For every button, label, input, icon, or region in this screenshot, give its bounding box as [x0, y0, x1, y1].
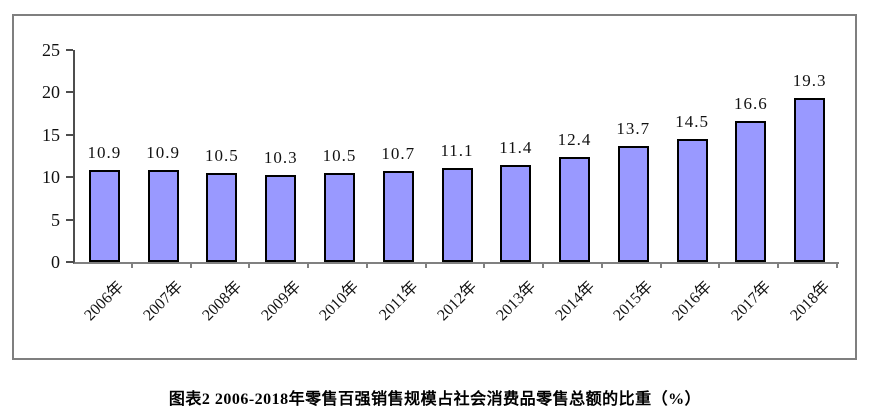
bar-value-label: 10.7 [381, 144, 416, 164]
x-axis-tick-mark [836, 262, 838, 268]
bar-value-label: 10.5 [205, 145, 239, 165]
x-axis-tick-mark [483, 262, 486, 268]
y-axis-tick-mark [66, 49, 73, 51]
y-axis-tick-label: 25 [42, 40, 60, 60]
bar-2010年 [323, 172, 355, 262]
x-axis-tick-mark [542, 262, 545, 268]
bar-2011年 [382, 171, 414, 262]
x-axis-tick-mark [189, 262, 192, 268]
y-axis-tick-mark [66, 91, 73, 94]
bar-value-label: 10.9 [87, 142, 122, 162]
bar-2015年 [617, 145, 649, 262]
x-axis-tick-mark [718, 262, 721, 268]
bar-value-label: 10.3 [263, 147, 298, 167]
bar-value-label: 14.5 [675, 112, 709, 132]
bar-2009年 [265, 174, 297, 262]
x-axis-tick-mark [248, 262, 251, 268]
bar-2016年 [676, 139, 708, 262]
bar-value-label: 11.4 [499, 138, 533, 158]
x-axis-tick-mark [307, 262, 310, 268]
y-axis-tick-label: 0 [51, 252, 60, 272]
y-axis-tick-label: 5 [51, 209, 60, 230]
x-axis-tick-mark [659, 262, 662, 268]
bar-value-label: 12.4 [557, 129, 592, 149]
y-axis-tick-mark [66, 261, 73, 263]
y-axis-tick-mark [66, 133, 73, 136]
bar-value-label: 19.3 [792, 71, 827, 91]
y-axis-tick-label: 10 [42, 167, 60, 188]
bar-2018年 [794, 98, 826, 262]
bar-value-label: 13.7 [616, 118, 651, 138]
y-axis-tick-mark [66, 218, 73, 221]
y-axis-tick-label: 15 [42, 124, 60, 145]
x-axis-tick-mark [600, 262, 603, 268]
x-axis-tick-mark [130, 262, 133, 268]
x-axis-tick-mark [777, 262, 780, 268]
y-axis-tick-label: 20 [42, 82, 60, 103]
chart-caption: 图表2 2006-2018年零售百强销售规模占社会消费品零售总额的比重（%） [168, 391, 702, 408]
bar-value-label: 16.6 [733, 94, 768, 114]
bar-2014年 [559, 156, 591, 262]
bar-2008年 [206, 172, 238, 262]
bar-2017年 [735, 121, 767, 262]
bar-2013年 [500, 165, 532, 262]
bar-value-label: 10.5 [322, 145, 357, 165]
bar-value-label: 11.1 [440, 140, 474, 160]
bar-2012年 [441, 167, 473, 262]
x-axis-tick-mark [424, 262, 427, 268]
bar-2007年 [147, 169, 179, 262]
bar-value-label: 10.9 [146, 142, 181, 162]
bar-2006年 [88, 169, 120, 262]
x-axis-tick-mark [365, 262, 368, 268]
y-axis-tick-mark [66, 176, 73, 179]
plot-area: 10.9 10.9 10.5 10.3 10.5 10.7 11.1 11.4 12.4 13.7… [73, 50, 839, 264]
